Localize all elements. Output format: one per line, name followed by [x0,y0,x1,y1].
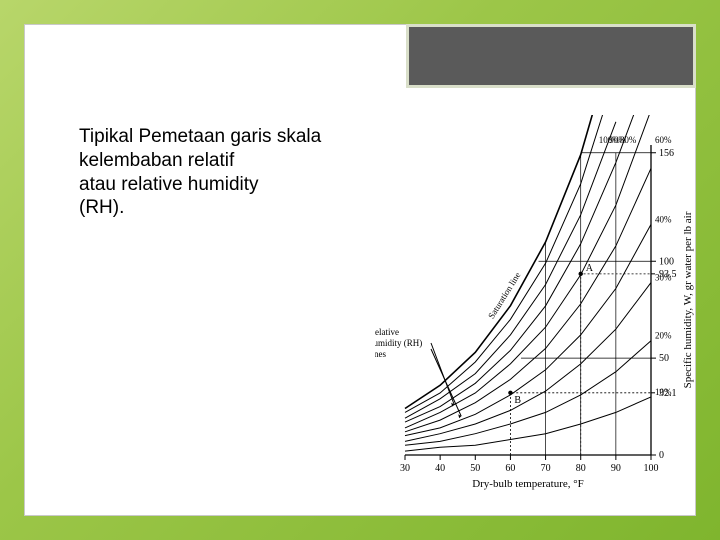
svg-text:90: 90 [611,463,621,474]
title-placeholder-box [406,24,696,88]
svg-text:50: 50 [659,353,669,364]
svg-text:100: 100 [659,256,674,267]
svg-text:30: 30 [400,463,410,474]
svg-text:10%: 10% [655,387,672,397]
chart-svg: 30 40 50 60 70 80 90 100 Dry-bulb temperature, °… [375,115,705,505]
svg-text:0: 0 [659,450,664,461]
svg-text:80: 80 [576,463,586,474]
description-text: Tipikal Pemetaan garis skala kelembaban … [79,125,379,220]
svg-text:60: 60 [505,463,515,474]
svg-text:20%: 20% [655,331,672,341]
svg-text:A: A [586,263,594,274]
slide-background: Tipikal Pemetaan garis skala kelembaban … [0,0,720,540]
svg-text:156: 156 [659,148,674,159]
psychrometric-chart: 30 40 50 60 70 80 90 100 Dry-bulb temperature, °… [375,115,705,505]
svg-text:Specific humidity, W, gr water: Specific humidity, W, gr water per lb ai… [682,211,694,388]
svg-text:100: 100 [644,463,659,474]
svg-text:40: 40 [435,463,445,474]
svg-text:70: 70 [541,463,551,474]
slide-panel: Tipikal Pemetaan garis skala kelembaban … [24,24,696,516]
svg-text:30%: 30% [655,273,672,283]
svg-text:50: 50 [470,463,480,474]
svg-text:humidity (RH): humidity (RH) [375,338,422,348]
svg-text:B: B [514,395,521,406]
svg-text:60%: 60% [655,135,672,145]
svg-text:80%: 80% [620,135,637,145]
svg-text:40%: 40% [655,214,672,224]
svg-text:Relative: Relative [375,327,399,337]
svg-text:lines: lines [375,349,386,359]
svg-text:Dry-bulb temperature, °F: Dry-bulb temperature, °F [472,478,584,490]
